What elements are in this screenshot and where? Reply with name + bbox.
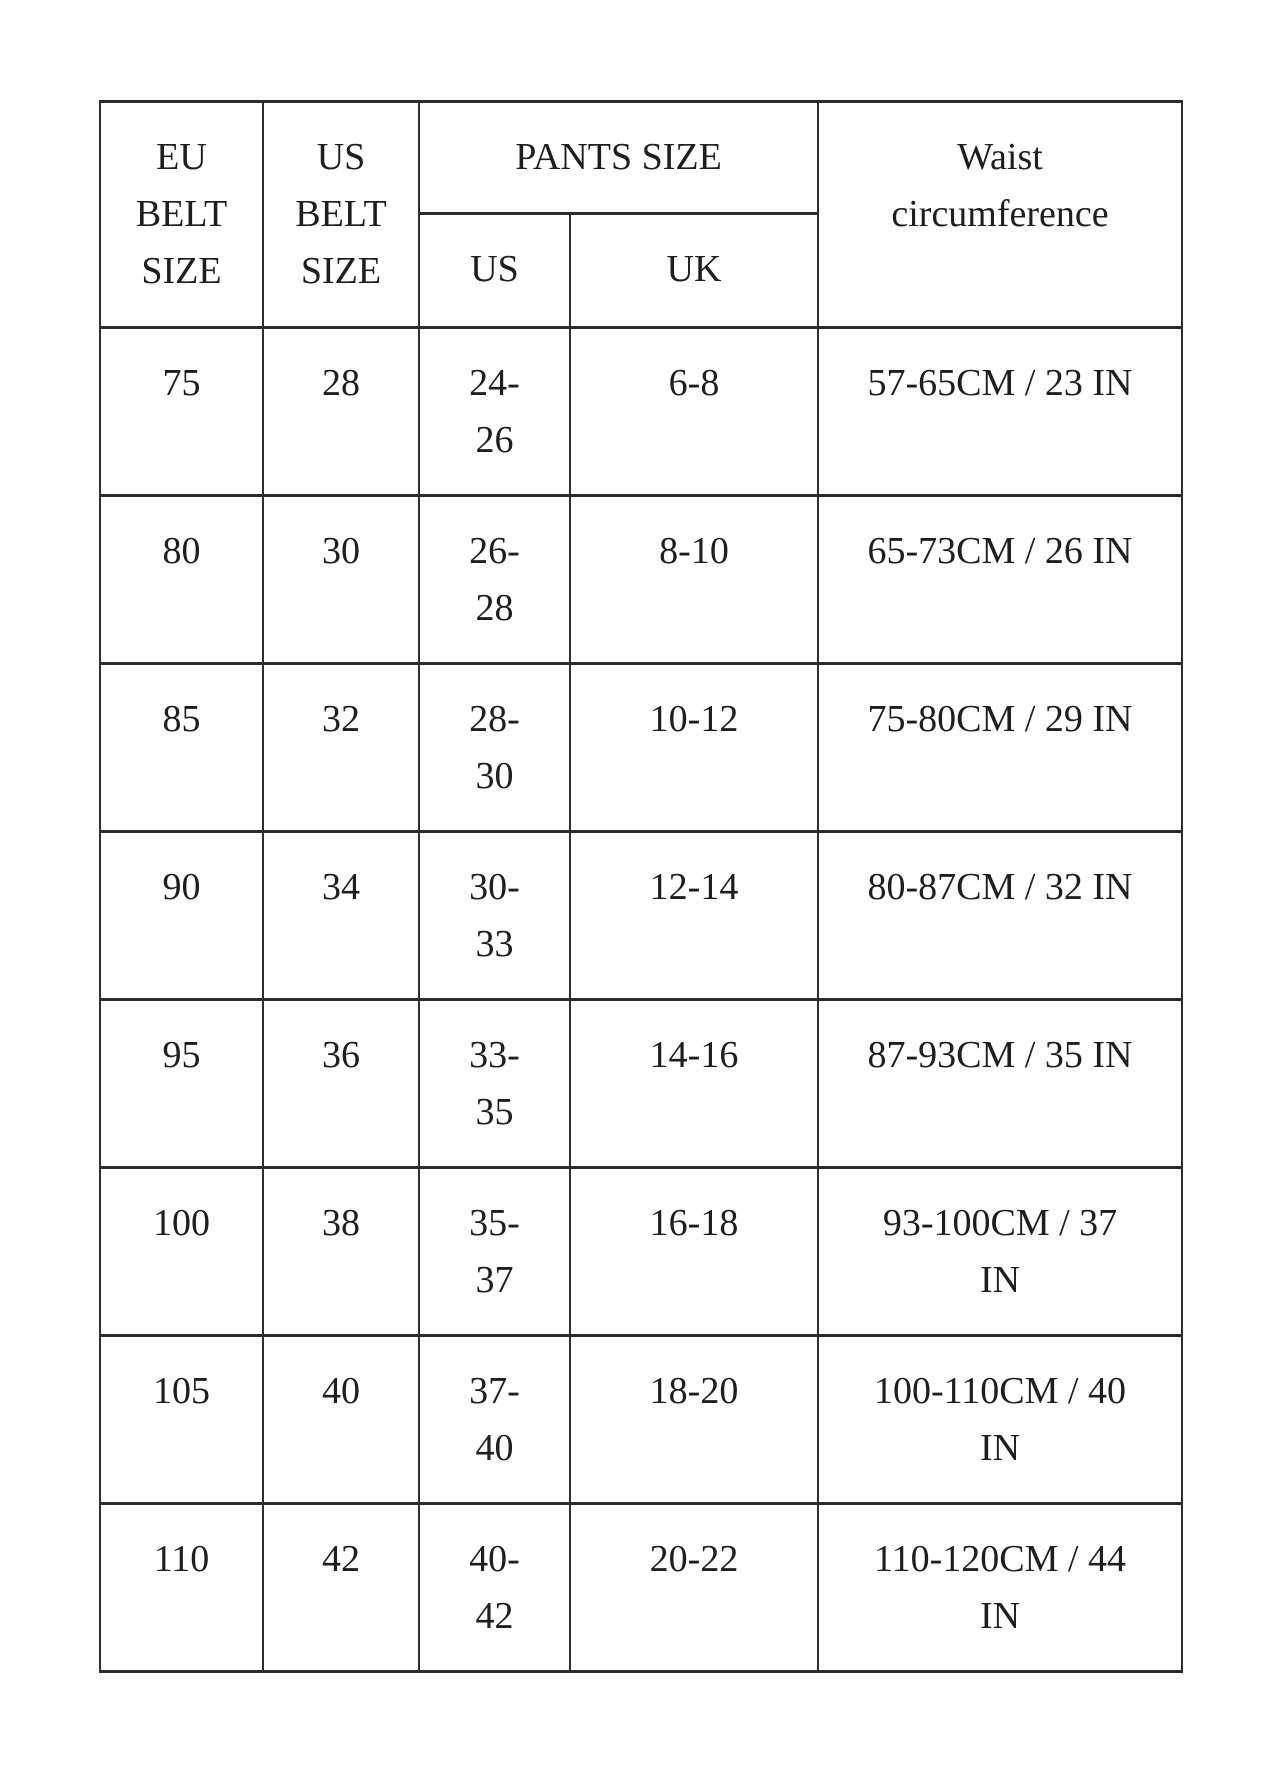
cell-pants-uk: 8-10 [569, 494, 819, 665]
table-row: 90 34 30- 33 12-14 80-87CM / 32 IN [99, 830, 1183, 1001]
cell-waist: 57-65CM / 23 IN [817, 326, 1183, 497]
cell-waist: 93-100CM / 37 IN [817, 1166, 1183, 1337]
table-row: 95 36 33- 35 14-16 87-93CM / 35 IN [99, 998, 1183, 1169]
subheader-pants-uk: UK [569, 212, 819, 329]
subheader-pants-us: US [418, 212, 571, 329]
cell-pants-us: 37- 40 [418, 1334, 571, 1505]
cell-waist: 110-120CM / 44 IN [817, 1502, 1183, 1673]
cell-eu-belt: 90 [99, 830, 264, 1001]
header-waist-circumference: Waist circumference [817, 100, 1183, 329]
cell-us-belt: 30 [262, 494, 420, 665]
cell-waist: 80-87CM / 32 IN [817, 830, 1183, 1001]
cell-pants-us: 30- 33 [418, 830, 571, 1001]
subheader-row: US UK [100, 212, 1182, 329]
cell-pants-us: 33- 35 [418, 998, 571, 1169]
cell-pants-uk: 10-12 [569, 662, 819, 833]
cell-waist: 65-73CM / 26 IN [817, 494, 1183, 665]
cell-pants-uk: 18-20 [569, 1334, 819, 1505]
table-row: 75 28 24- 26 6-8 57-65CM / 23 IN [99, 326, 1183, 497]
header-eu-belt-size: EU BELT SIZE [99, 100, 264, 329]
cell-pants-us: 26- 28 [418, 494, 571, 665]
header-us-belt-size: US BELT SIZE [262, 100, 420, 329]
table-row: 100 38 35- 37 16-18 93-100CM / 37 IN [99, 1166, 1183, 1337]
cell-us-belt: 28 [262, 326, 420, 497]
table-row: 110 42 40- 42 20-22 110-120CM / 44 IN [99, 1502, 1183, 1673]
cell-pants-us: 40- 42 [418, 1502, 571, 1673]
cell-us-belt: 40 [262, 1334, 420, 1505]
cell-eu-belt: 110 [99, 1502, 264, 1673]
cell-eu-belt: 75 [99, 326, 264, 497]
cell-us-belt: 34 [262, 830, 420, 1001]
cell-pants-us: 35- 37 [418, 1166, 571, 1337]
cell-us-belt: 42 [262, 1502, 420, 1673]
cell-eu-belt: 80 [99, 494, 264, 665]
cell-pants-uk: 14-16 [569, 998, 819, 1169]
cell-us-belt: 36 [262, 998, 420, 1169]
cell-eu-belt: 105 [99, 1334, 264, 1505]
cell-eu-belt: 95 [99, 998, 264, 1169]
cell-waist: 100-110CM / 40 IN [817, 1334, 1183, 1505]
cell-eu-belt: 100 [99, 1166, 264, 1337]
cell-pants-uk: 6-8 [569, 326, 819, 497]
header-row: EU BELT SIZE US BELT SIZE PANTS SIZE Wai… [99, 100, 1183, 329]
cell-pants-uk: 20-22 [569, 1502, 819, 1673]
table-row: 105 40 37- 40 18-20 100-110CM / 40 IN [99, 1334, 1183, 1505]
cell-waist: 75-80CM / 29 IN [817, 662, 1183, 833]
header-pants-size: PANTS SIZE [418, 100, 819, 215]
cell-waist: 87-93CM / 35 IN [817, 998, 1183, 1169]
cell-pants-us: 28- 30 [418, 662, 571, 833]
cell-eu-belt: 85 [99, 662, 264, 833]
cell-us-belt: 32 [262, 662, 420, 833]
table-row: 80 30 26- 28 8-10 65-73CM / 26 IN [99, 494, 1183, 665]
table-row: 85 32 28- 30 10-12 75-80CM / 29 IN [99, 662, 1183, 833]
cell-us-belt: 38 [262, 1166, 420, 1337]
size-chart-table: EU BELT SIZE US BELT SIZE PANTS SIZE Wai… [99, 100, 1183, 1673]
cell-pants-uk: 12-14 [569, 830, 819, 1001]
cell-pants-us: 24- 26 [418, 326, 571, 497]
cell-pants-uk: 16-18 [569, 1166, 819, 1337]
